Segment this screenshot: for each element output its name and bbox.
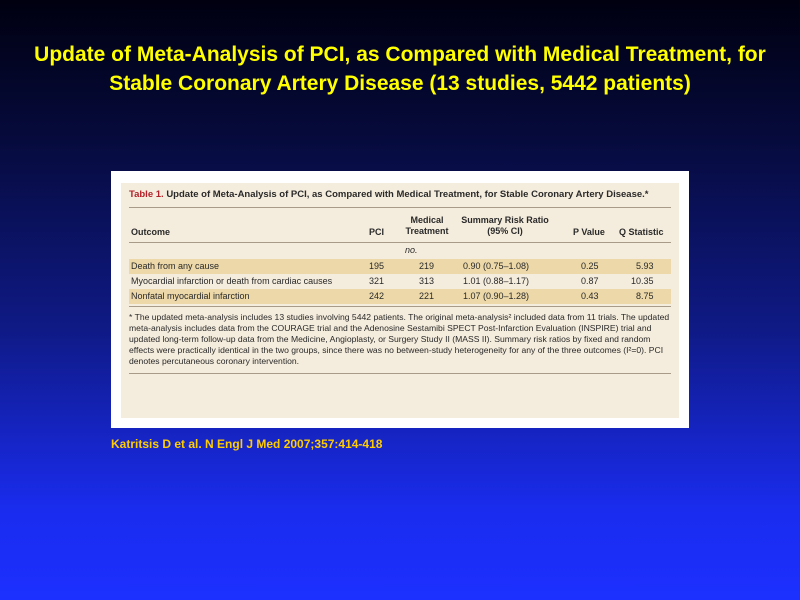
table-rule <box>129 306 671 307</box>
header-q-statistic: Q Statistic <box>619 227 664 237</box>
cell-outcome: Nonfatal myocardial infarction <box>131 291 250 301</box>
cell-medical: 221 <box>419 291 435 301</box>
header-risk-line2: (95% CI) <box>487 226 523 236</box>
cell-q-statistic: 8.75 <box>636 291 654 301</box>
cell-p-value: 0.87 <box>581 276 599 286</box>
cell-pci: 321 <box>369 276 385 286</box>
cell-pci: 195 <box>369 261 385 271</box>
cell-risk-ratio: 1.01 (0.88–1.17) <box>463 276 530 286</box>
cell-p-value: 0.43 <box>581 291 599 301</box>
header-outcome: Outcome <box>131 227 171 237</box>
header-p-value: P Value <box>573 227 605 237</box>
cell-medical: 313 <box>419 276 435 286</box>
table-number: Table 1. <box>129 189 164 200</box>
cell-medical: 219 <box>419 261 435 271</box>
cell-p-value: 0.25 <box>581 261 599 271</box>
table-footnote: * The updated meta-analysis includes 13 … <box>129 307 671 374</box>
table-frame: Table 1. Update of Meta-Analysis of PCI,… <box>121 183 679 418</box>
cell-risk-ratio: 0.90 (0.75–1.08) <box>463 261 530 271</box>
cell-q-statistic: 10.35 <box>631 276 654 286</box>
table-header-row: Outcome PCI Medical Treatment Summary Ri… <box>129 208 671 242</box>
table-image: Table 1. Update of Meta-Analysis of PCI,… <box>111 171 689 428</box>
table-row: Myocardial infarction or death from card… <box>129 274 671 289</box>
cell-pci: 242 <box>369 291 385 301</box>
cell-outcome: Myocardial infarction or death from card… <box>131 276 333 286</box>
cell-risk-ratio: 1.07 (0.90–1.28) <box>463 291 530 301</box>
citation: Katritsis D et al. N Engl J Med 2007;357… <box>111 437 383 451</box>
table-row: Death from any cause 195 219 0.90 (0.75–… <box>129 259 671 274</box>
header-medical-line2: Treatment <box>405 226 449 236</box>
cell-outcome: Death from any cause <box>131 261 220 271</box>
header-pci: PCI <box>369 227 385 237</box>
units-label: no. <box>405 245 418 255</box>
table-row: Nonfatal myocardial infarction 242 221 1… <box>129 289 671 304</box>
slide-title: Update of Meta-Analysis of PCI, as Compa… <box>34 43 766 95</box>
header-risk-line1: Summary Risk Ratio <box>461 215 549 225</box>
units-row: no. <box>129 242 671 259</box>
header-medical-line1: Medical <box>410 215 444 225</box>
table-caption-text: Update of Meta-Analysis of PCI, as Compa… <box>166 189 649 200</box>
table-caption: Table 1. Update of Meta-Analysis of PCI,… <box>129 188 671 208</box>
cell-q-statistic: 5.93 <box>636 261 654 271</box>
